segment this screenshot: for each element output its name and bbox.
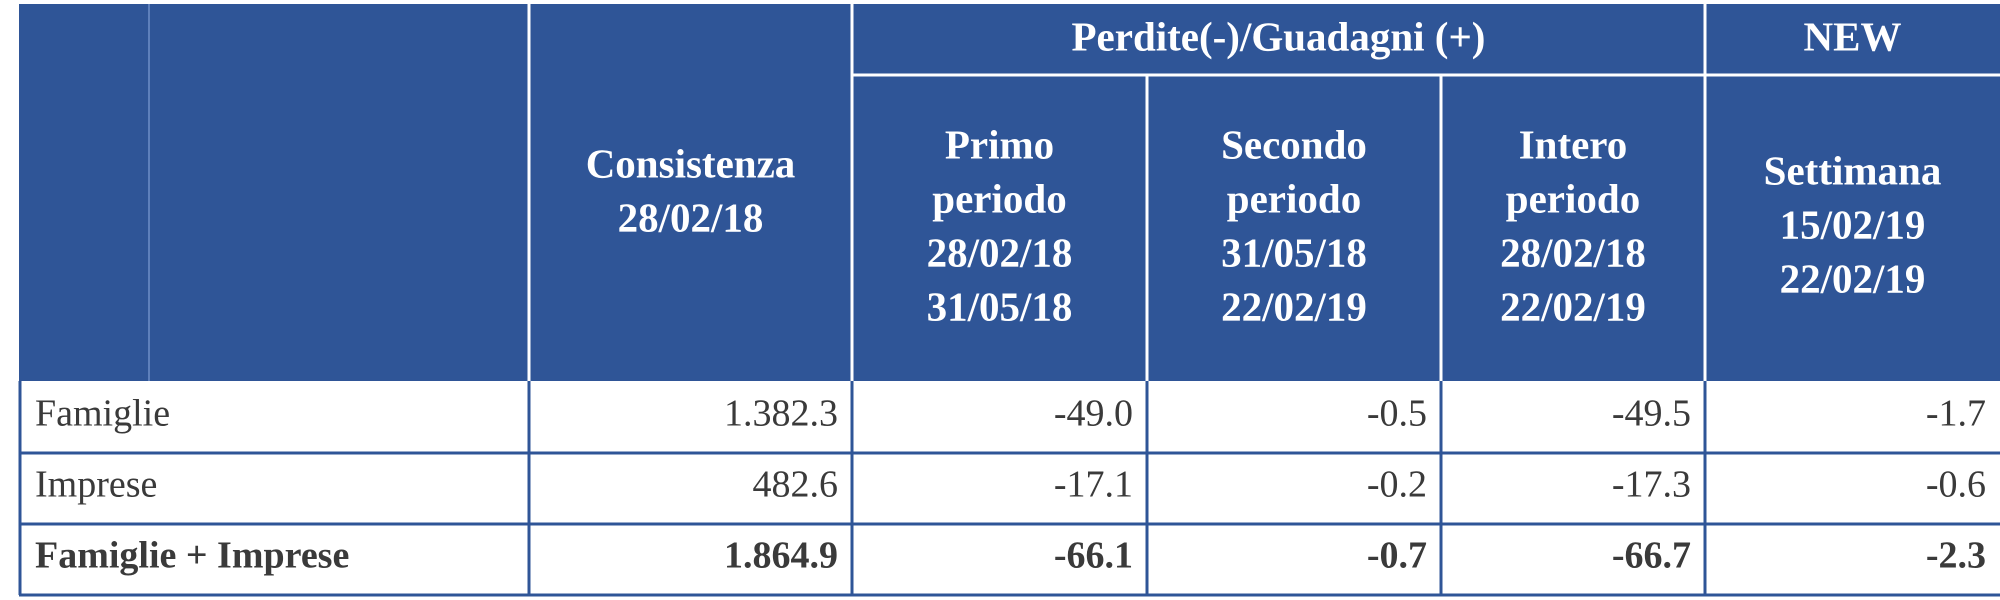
body-grid [18,381,2000,597]
cell: -0.2 [1367,464,1427,506]
cell: -17.3 [1612,464,1691,506]
cell: -49.5 [1612,393,1691,435]
column-header: 22/02/19 [1780,255,1926,301]
column-header: 28/02/18 [1500,229,1646,275]
column-header: periodo [932,175,1066,221]
column-header: Consistenza [586,140,796,186]
group-header: NEW [1804,13,1902,59]
cell: 1.864.9 [724,535,838,577]
column-header: Secondo [1221,121,1367,167]
column-header: periodo [1227,175,1361,221]
column-header: 28/02/18 [927,229,1073,275]
column-header: 31/05/18 [927,283,1073,329]
header-lines [527,4,2000,381]
column-header: 22/02/19 [1221,283,1367,329]
cell: -0.7 [1367,535,1427,577]
row-label: Famiglie [35,393,170,435]
cell: 1.382.3 [724,393,838,435]
row-label: Famiglie + Imprese [35,535,349,577]
column-header: Intero [1519,121,1628,167]
cell: -49.0 [1054,393,1133,435]
column-header: Primo [945,121,1054,167]
cell: -66.1 [1054,535,1133,577]
cell: -0.6 [1926,464,1986,506]
cell: -0.5 [1367,393,1427,435]
cell: 482.6 [753,464,839,506]
row-label: Imprese [35,464,157,506]
column-header: 22/02/19 [1500,283,1646,329]
header-background [19,4,2000,381]
cell: -17.1 [1054,464,1133,506]
group-header: Perdite(-)/Guadagni (+) [1072,13,1486,59]
column-header: 15/02/19 [1780,201,1926,247]
cell: -1.7 [1926,393,1986,435]
column-header: 31/05/18 [1221,229,1367,275]
column-header: periodo [1506,175,1640,221]
column-header: 28/02/18 [618,194,764,240]
cell: -2.3 [1926,535,1986,577]
cell: -66.7 [1612,535,1691,577]
column-header: Settimana [1764,147,1942,193]
